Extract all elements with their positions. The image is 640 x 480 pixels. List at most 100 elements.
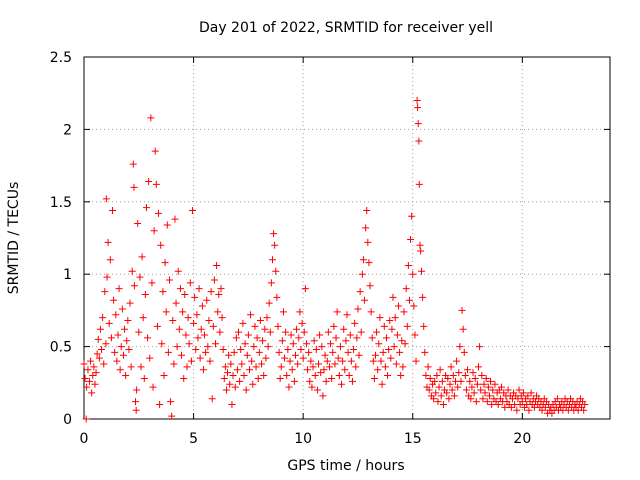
data-point (110, 296, 118, 304)
data-point (106, 256, 114, 264)
data-point (122, 372, 130, 380)
data-point (197, 325, 205, 333)
data-point (351, 319, 359, 327)
data-point (409, 270, 417, 278)
data-point (94, 335, 102, 343)
data-point (445, 395, 453, 403)
data-point (139, 314, 147, 322)
x-tick-label: 10 (294, 431, 312, 447)
data-point (553, 395, 561, 403)
data-point (146, 354, 154, 362)
data-point (439, 401, 447, 409)
y-tick-label: 0 (63, 412, 72, 428)
data-point (163, 221, 171, 229)
data-point (101, 288, 109, 296)
data-point (196, 354, 204, 362)
data-point (340, 325, 348, 333)
data-point (481, 389, 489, 397)
data-point (148, 279, 156, 287)
data-point (297, 345, 305, 353)
data-point (354, 305, 362, 313)
x-tick-label: 15 (404, 431, 422, 447)
data-point (138, 253, 146, 261)
data-point (454, 383, 462, 391)
data-point (290, 377, 298, 385)
data-point (205, 317, 213, 325)
data-point (95, 354, 103, 362)
data-point (407, 235, 415, 243)
data-point (153, 322, 161, 330)
data-point (162, 308, 170, 316)
data-point (265, 299, 273, 307)
data-point (315, 360, 323, 368)
data-point (361, 296, 369, 304)
data-point (185, 340, 193, 348)
data-point (178, 351, 186, 359)
data-point (403, 322, 411, 330)
data-point (199, 366, 207, 374)
data-point (147, 114, 155, 122)
data-point (415, 180, 423, 188)
data-point (226, 380, 234, 388)
data-point (434, 398, 442, 406)
data-point (498, 383, 506, 391)
data-point (225, 351, 233, 359)
data-point (448, 386, 456, 394)
data-point (524, 392, 532, 400)
data-point (399, 363, 407, 371)
data-point (414, 104, 422, 112)
data-point (271, 241, 279, 249)
data-point (405, 296, 413, 304)
data-point (364, 238, 372, 246)
data-point (331, 360, 339, 368)
data-point (179, 308, 187, 316)
data-point (175, 325, 183, 333)
data-point (150, 227, 158, 235)
data-point (443, 389, 451, 397)
data-point (430, 395, 438, 403)
data-point (367, 308, 375, 316)
data-point (350, 345, 358, 353)
data-point (359, 256, 367, 264)
data-point (301, 285, 309, 293)
data-point (317, 369, 325, 377)
data-point (260, 372, 268, 380)
data-point (432, 389, 440, 397)
data-point (214, 308, 222, 316)
data-point (369, 357, 377, 365)
data-point (186, 279, 194, 287)
data-point (233, 366, 241, 374)
data-point (384, 372, 392, 380)
data-point (114, 331, 122, 339)
data-point (482, 374, 490, 382)
data-point (239, 319, 247, 327)
data-point (343, 311, 351, 319)
data-point (485, 392, 493, 400)
data-point (216, 328, 224, 336)
chart-title: Day 201 of 2022, SRMTID for receiver yel… (199, 20, 493, 36)
data-point (91, 380, 99, 388)
x-tick-label: 0 (80, 431, 89, 447)
data-point (414, 120, 422, 128)
data-point (93, 350, 101, 358)
data-point (288, 366, 296, 374)
data-point (158, 340, 166, 348)
data-point (444, 374, 452, 382)
data-point (270, 230, 278, 238)
data-point (276, 374, 284, 382)
data-point (149, 383, 157, 391)
data-point (382, 334, 390, 342)
data-point (145, 178, 153, 186)
data-point (368, 334, 376, 342)
data-point (261, 325, 269, 333)
data-point (157, 241, 165, 249)
data-point (128, 267, 136, 275)
data-point (236, 377, 244, 385)
data-point (274, 322, 282, 330)
data-point (281, 354, 289, 362)
data-point (134, 220, 142, 228)
data-point (581, 401, 589, 409)
data-point (104, 238, 112, 246)
data-point (102, 340, 110, 348)
